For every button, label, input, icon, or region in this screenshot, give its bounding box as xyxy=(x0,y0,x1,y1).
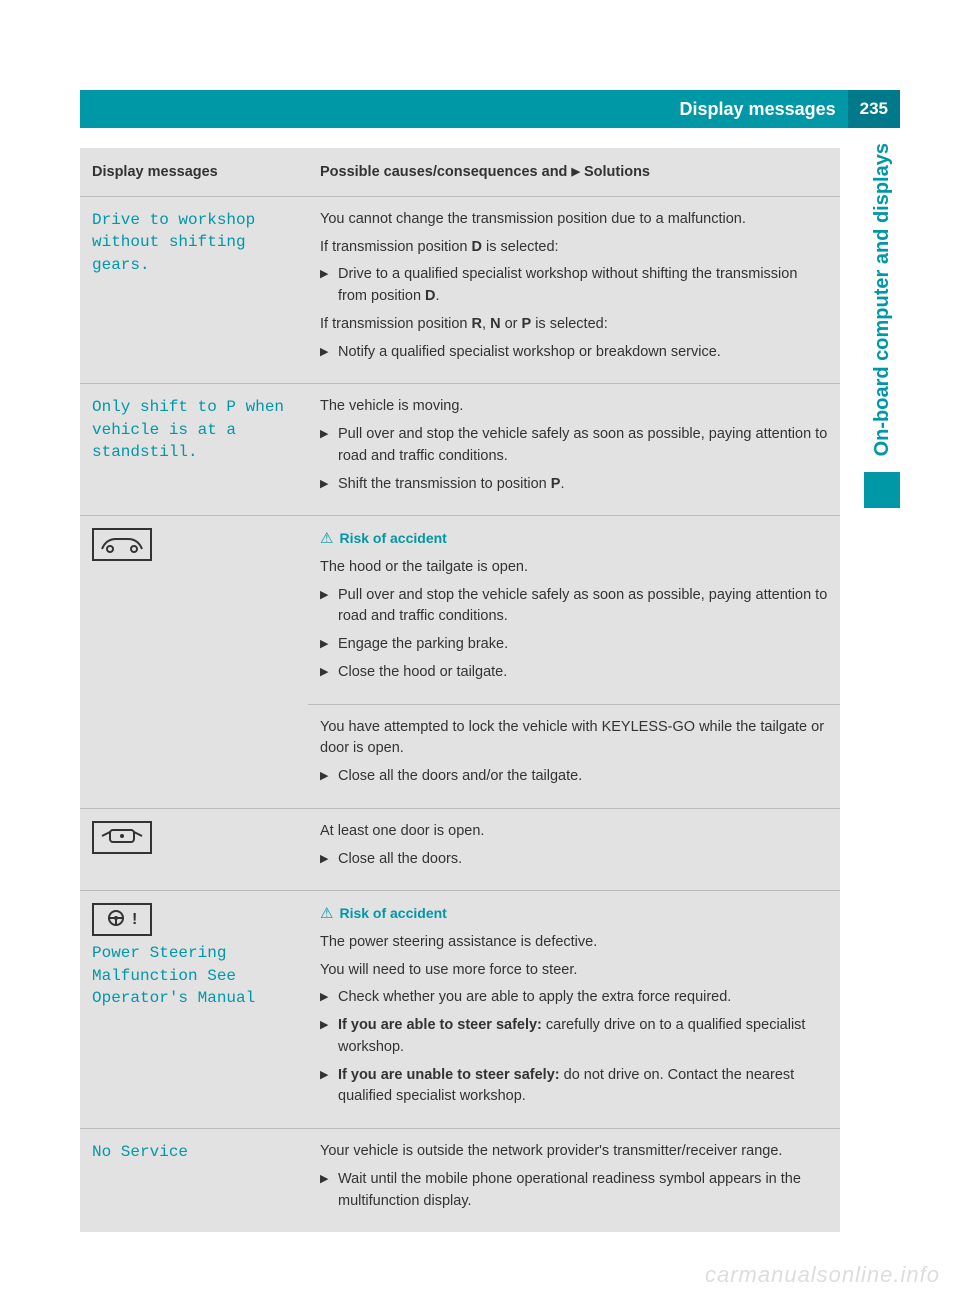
table-row: No Service Your vehicle is outside the n… xyxy=(80,1129,840,1233)
table-row: At least one door is open. Close all the… xyxy=(80,808,840,891)
solution-list: Close all the doors and/or the tailgate. xyxy=(320,766,828,788)
list-item: Close all the doors and/or the tailgate. xyxy=(320,766,828,788)
cause-text: You have attempted to lock the vehicle w… xyxy=(320,717,828,761)
solution-list: Pull over and stop the vehicle safely as… xyxy=(320,424,828,495)
warning-icon: ⚠ xyxy=(320,903,333,926)
warning-icon: ⚠ xyxy=(320,528,333,551)
door-open-icon xyxy=(92,821,152,854)
cause-text: Your vehicle is outside the network prov… xyxy=(320,1141,828,1163)
content-area: Display messages Possible causes/consequ… xyxy=(80,148,840,1232)
condition-text: If transmission position D is selected: xyxy=(320,237,828,259)
list-item: Pull over and stop the vehicle safely as… xyxy=(320,424,828,468)
condition-text: If transmission position R, N or P is se… xyxy=(320,314,828,336)
hood-open-icon xyxy=(92,528,152,561)
section-tab: On-board computer and displays xyxy=(864,135,900,508)
display-message-text: Drive to workshop without shifting gears… xyxy=(92,209,296,276)
list-item: If you are able to steer safely: careful… xyxy=(320,1015,828,1059)
watermark: carmanualsonline.info xyxy=(705,1262,940,1288)
display-message-text: Only shift to P when vehicle is at a sta… xyxy=(92,396,296,463)
cause-text: The hood or the tailgate is open. xyxy=(320,557,828,579)
list-item: Shift the transmission to position P. xyxy=(320,474,828,496)
column-header-display-messages: Display messages xyxy=(80,148,308,196)
solution-list: Close all the doors. xyxy=(320,849,828,871)
section-tab-marker xyxy=(864,472,900,508)
list-item: Check whether you are able to apply the … xyxy=(320,987,828,1009)
display-message-text: No Service xyxy=(92,1141,296,1163)
list-item: Notify a qualified specialist workshop o… xyxy=(320,342,828,364)
column-header-solutions: Possible causes/consequences and ▶ Solut… xyxy=(308,148,840,196)
cause-text: The vehicle is moving. xyxy=(320,396,828,418)
risk-warning: ⚠Risk of accident xyxy=(320,528,828,551)
list-item: Close the hood or tailgate. xyxy=(320,662,828,684)
cause-text: At least one door is open. xyxy=(320,821,828,843)
list-item: If you are unable to steer safely: do no… xyxy=(320,1065,828,1109)
list-item: Drive to a qualified specialist workshop… xyxy=(320,264,828,308)
solution-list: Wait until the mobile phone operational … xyxy=(320,1169,828,1213)
cause-text: You cannot change the transmission posit… xyxy=(320,209,828,231)
arrow-icon: ▶ xyxy=(571,166,579,178)
svg-text:!: ! xyxy=(132,911,137,928)
solution-list: Check whether you are able to apply the … xyxy=(320,987,828,1108)
risk-warning: ⚠Risk of accident xyxy=(320,903,828,926)
header-title: Display messages xyxy=(680,99,848,120)
steering-warning-icon: ! xyxy=(92,903,152,936)
cause-text: The power steering assistance is defecti… xyxy=(320,932,828,954)
page-number: 235 xyxy=(848,90,900,128)
table-row: ! Power Steering Malfunction See Operato… xyxy=(80,891,840,1129)
section-tab-label: On-board computer and displays xyxy=(871,135,894,464)
solution-list: Pull over and stop the vehicle safely as… xyxy=(320,585,828,684)
table-row: Only shift to P when vehicle is at a sta… xyxy=(80,384,840,516)
list-item: Pull over and stop the vehicle safely as… xyxy=(320,585,828,629)
list-item: Close all the doors. xyxy=(320,849,828,871)
table-row: Drive to workshop without shifting gears… xyxy=(80,196,840,384)
display-message-text: Power Steering Malfunction See Operator'… xyxy=(92,942,296,1009)
solution-list: Drive to a qualified specialist workshop… xyxy=(320,264,828,308)
messages-table: Display messages Possible causes/consequ… xyxy=(80,148,840,1232)
page-header: Display messages 235 xyxy=(80,90,900,128)
solution-list: Notify a qualified specialist workshop o… xyxy=(320,342,828,364)
list-item: Wait until the mobile phone operational … xyxy=(320,1169,828,1213)
table-row: ⚠Risk of accident The hood or the tailga… xyxy=(80,516,840,704)
cause-text: You will need to use more force to steer… xyxy=(320,960,828,982)
list-item: Engage the parking brake. xyxy=(320,634,828,656)
